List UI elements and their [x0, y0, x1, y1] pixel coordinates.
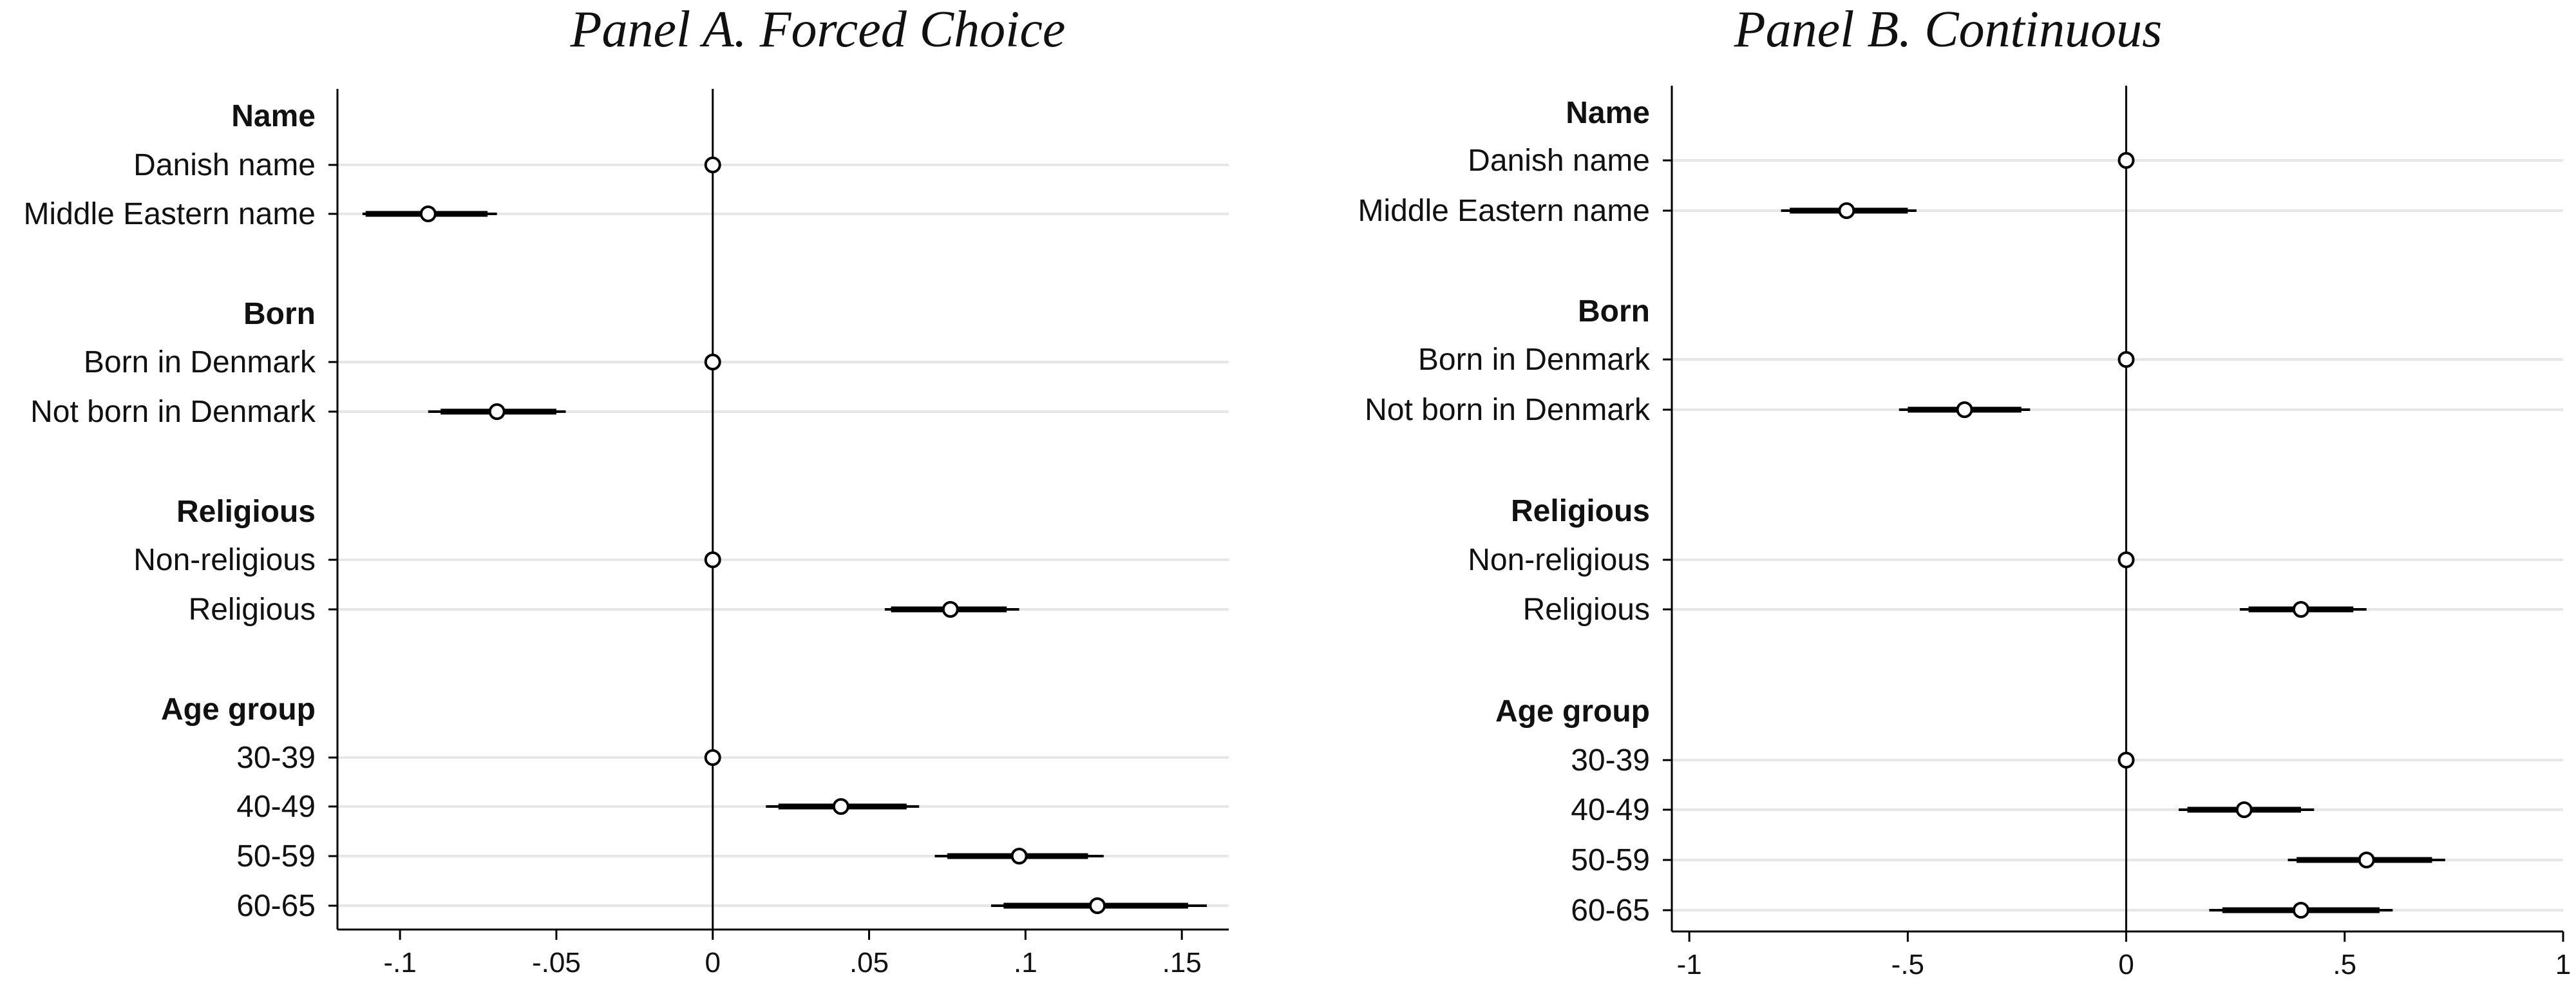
category-label: Middle Eastern name [1358, 194, 1650, 228]
category-label: 40-49 [1571, 793, 1650, 827]
x-tick-label: 1 [2555, 949, 2571, 980]
x-tick-label: -.5 [1891, 949, 1924, 980]
category-label: Danish name [1468, 144, 1650, 178]
point-estimate [2117, 752, 2135, 768]
category-label: Non-religious [133, 543, 316, 577]
group-label: Name [231, 99, 316, 133]
category-label: Religious [1523, 593, 1650, 627]
category-label: 30-39 [1571, 743, 1650, 778]
category-label: 50-59 [236, 839, 316, 873]
x-tick-label: 0 [2118, 949, 2134, 980]
category-label: Not born in Denmark [1365, 393, 1651, 427]
category-label: 50-59 [1571, 843, 1650, 877]
category-label: 40-49 [236, 790, 316, 824]
point-estimate [1956, 401, 1973, 418]
point-estimate [419, 205, 437, 222]
point-estimate [942, 601, 959, 618]
point-estimate [2117, 551, 2135, 568]
point-estimate [2292, 902, 2309, 919]
point-estimate [488, 403, 506, 420]
x-tick-label: .5 [2333, 949, 2356, 980]
category-label: Middle Eastern name [23, 197, 316, 231]
category-label: Non-religious [1468, 543, 1650, 577]
group-label: Age group [1495, 694, 1650, 729]
panel-a: Panel A. Forced Choice Name Danish name Mid… [23, 1, 1229, 978]
group-label: Religious [176, 495, 316, 529]
x-tick-label: 0 [705, 947, 720, 978]
point-estimate [2117, 351, 2135, 368]
category-label: 60-65 [1571, 893, 1650, 928]
point-estimate [2117, 152, 2135, 169]
point-estimate [1089, 897, 1106, 914]
point-estimate [1010, 848, 1028, 864]
x-tick-label: .1 [1014, 947, 1037, 978]
point-estimate [2358, 852, 2375, 868]
category-label: Danish name [133, 148, 316, 182]
category-label: Not born in Denmark [30, 395, 316, 429]
category-label: 30-39 [236, 741, 316, 775]
x-tick-label: -.1 [383, 947, 416, 978]
group-label: Age group [161, 692, 316, 727]
category-label: 60-65 [236, 889, 316, 923]
group-label: Name [1566, 96, 1650, 130]
point-estimate [704, 157, 721, 173]
category-label: Religious [189, 593, 316, 627]
x-tick-label: -1 [1677, 949, 1702, 980]
group-label: Born [1578, 294, 1650, 329]
point-estimate [704, 551, 721, 568]
x-tick-label: .15 [1162, 947, 1202, 978]
x-tick-label: .05 [849, 947, 889, 978]
point-estimate [704, 354, 721, 370]
point-estimate [2235, 801, 2253, 818]
point-estimate [832, 798, 849, 815]
category-label: Born in Denmark [1418, 343, 1651, 377]
point-estimate [704, 749, 721, 766]
point-estimate [2292, 601, 2309, 618]
category-label: Born in Denmark [84, 345, 316, 379]
group-label: Born [243, 297, 316, 331]
point-estimate [1838, 202, 1855, 219]
panel-title: Panel A. Forced Choice [570, 1, 1066, 58]
group-label: Religious [1511, 494, 1650, 528]
panel-title: Panel B. Continuous [1734, 1, 2162, 58]
panel-b: Panel B. Continuous Name Danish name Middle… [1358, 1, 2571, 980]
x-tick-label: -.05 [532, 947, 581, 978]
